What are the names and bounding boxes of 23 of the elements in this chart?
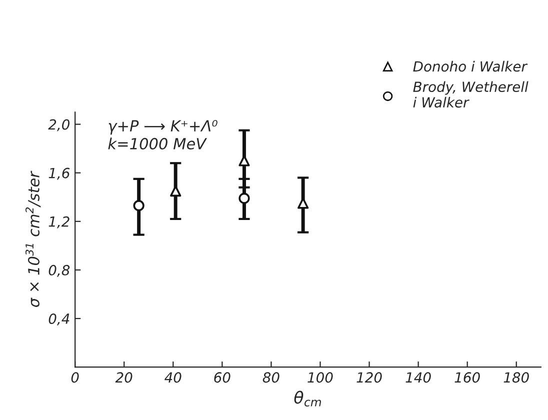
legend-label: Brody, Wetherell i Walker	[413, 81, 528, 108]
x-tick-label: 20	[115, 372, 132, 383]
point	[238, 192, 250, 204]
y-tick-label: 0,8	[48, 264, 70, 277]
x-tick-label: 120	[356, 372, 382, 383]
annotation: k=1000 MeV	[108, 138, 207, 150]
x-tick-label: 40	[164, 372, 182, 383]
y-axis-title: σ × 10$^{31}$ cm$^{2}$/ster	[25, 170, 41, 307]
x-tick-label: 80	[262, 372, 280, 383]
annotation: γ+P ⟶ K⁺+Λ⁰	[108, 120, 218, 135]
x-tick-label: 60	[214, 372, 230, 383]
x-tick-label: 160	[454, 372, 480, 383]
x-tick-label: 180	[504, 372, 529, 383]
x-tick-label: 0	[71, 372, 79, 383]
y-tick-label: 1,6	[48, 168, 70, 180]
point	[133, 200, 144, 212]
y-tick-label: 0,4	[48, 313, 70, 326]
legend-label: Donoho i Walker	[413, 60, 528, 72]
x-axis-title: θ$_{cm}$	[294, 390, 321, 406]
y-tick-label: 1,2	[48, 216, 70, 228]
y-tick-label: 2,0	[48, 119, 70, 132]
x-tick-label: 140	[406, 372, 431, 383]
x-tick-label: 100	[308, 372, 333, 383]
